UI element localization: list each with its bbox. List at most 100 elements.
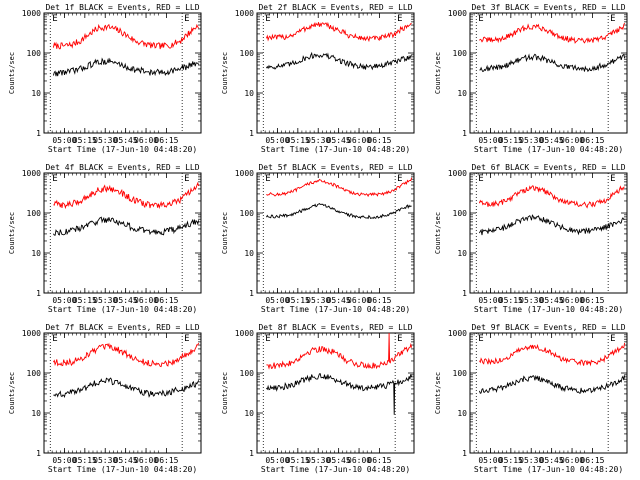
x-tick-label: 05:30	[93, 456, 117, 465]
x-axis-label: Start Time (17-Jun-10 04:48:20)	[474, 145, 623, 154]
plot-frame	[469, 332, 628, 454]
chart-title: Det 3f BLACK = Events, RED = LLD	[471, 3, 625, 12]
x-tick-label: 05:00	[265, 136, 289, 145]
e-marker-label: E	[52, 334, 57, 344]
x-tick-label: 05:15	[499, 136, 523, 145]
y-tick-label: 1	[36, 449, 41, 458]
e-marker-label: E	[265, 14, 270, 24]
x-tick-label: 05:15	[73, 456, 97, 465]
e-marker-label: E	[397, 334, 402, 344]
series-line-lld	[479, 342, 626, 367]
y-axis-label: Counts/sec	[8, 372, 16, 414]
x-tick-label: 06:15	[367, 296, 391, 305]
e-marker-label: E	[610, 14, 615, 24]
plot-frame	[43, 332, 202, 454]
x-tick-label: 05:45	[114, 296, 138, 305]
e-marker-label: E	[184, 174, 189, 184]
y-tick-label: 1000	[235, 169, 254, 178]
chart-title: Det 4f BLACK = Events, RED = LLD	[45, 163, 199, 172]
x-tick-label: 05:30	[519, 136, 543, 145]
series-line-events	[53, 216, 200, 236]
e-marker-label: E	[478, 334, 483, 344]
y-axis-label: Counts/sec	[221, 212, 229, 254]
x-tick-label: 06:00	[560, 296, 584, 305]
x-tick-label: 06:00	[560, 136, 584, 145]
x-tick-label: 05:00	[265, 296, 289, 305]
y-tick-label: 10	[457, 249, 467, 258]
e-marker-label: E	[478, 14, 483, 24]
x-tick-label: 05:15	[286, 296, 310, 305]
chart-panel-7: Det 7f BLACK = Events, RED = LLD 1 10 100 10…	[8, 323, 202, 474]
y-tick-label: 1	[462, 129, 467, 138]
y-tick-label: 100	[453, 369, 468, 378]
y-axis-label: Counts/sec	[221, 52, 229, 94]
x-tick-label: 05:00	[265, 456, 289, 465]
y-tick-label: 10	[244, 249, 254, 258]
x-tick-label: 05:15	[286, 136, 310, 145]
chart-title: Det 5f BLACK = Events, RED = LLD	[258, 163, 412, 172]
x-tick-label: 05:45	[540, 136, 564, 145]
y-tick-label: 10	[31, 249, 41, 258]
y-tick-label: 1000	[448, 9, 467, 18]
y-tick-label: 1000	[235, 9, 254, 18]
chart-title: Det 8f BLACK = Events, RED = LLD	[258, 323, 412, 332]
e-marker-label: E	[610, 174, 615, 184]
x-tick-label: 05:30	[306, 136, 330, 145]
x-tick-label: 05:30	[519, 456, 543, 465]
x-tick-label: 05:30	[306, 296, 330, 305]
chart-title: Det 9f BLACK = Events, RED = LLD	[471, 323, 625, 332]
e-marker-label: E	[52, 14, 57, 24]
chart-panel-5: Det 5f BLACK = Events, RED = LLD 1 10 100 10…	[221, 163, 415, 314]
series-line-lld	[265, 21, 412, 43]
y-tick-label: 1	[36, 289, 41, 298]
chart-title: Det 1f BLACK = Events, RED = LLD	[45, 3, 199, 12]
series-line-lld	[53, 181, 200, 210]
x-axis-label: Start Time (17-Jun-10 04:48:20)	[48, 465, 197, 474]
x-tick-label: 06:00	[134, 136, 158, 145]
chart-title: Det 6f BLACK = Events, RED = LLD	[471, 163, 625, 172]
plot-frame	[256, 332, 415, 454]
y-tick-label: 10	[244, 89, 254, 98]
y-tick-label: 100	[27, 209, 42, 218]
y-tick-label: 1000	[22, 169, 41, 178]
x-tick-label: 06:00	[347, 456, 371, 465]
plot-frame	[43, 172, 202, 294]
x-tick-label: 05:45	[114, 136, 138, 145]
x-axis-label: Start Time (17-Jun-10 04:48:20)	[261, 305, 410, 314]
x-tick-label: 05:30	[519, 296, 543, 305]
chart-title: Det 7f BLACK = Events, RED = LLD	[45, 323, 199, 332]
e-marker-label: E	[184, 334, 189, 344]
plot-frame	[256, 172, 415, 294]
y-tick-label: 100	[240, 209, 255, 218]
e-marker-label: E	[610, 334, 615, 344]
chart-panel-2: Det 2f BLACK = Events, RED = LLD 1 10 100 10…	[221, 3, 415, 154]
y-tick-label: 1000	[448, 169, 467, 178]
x-tick-label: 05:45	[540, 296, 564, 305]
x-tick-label: 06:00	[134, 456, 158, 465]
y-tick-label: 1000	[22, 329, 41, 338]
y-tick-label: 10	[457, 89, 467, 98]
y-tick-label: 100	[453, 49, 468, 58]
x-tick-label: 05:30	[93, 136, 117, 145]
e-marker-label: E	[265, 174, 270, 184]
series-line-events	[266, 373, 413, 415]
x-tick-label: 06:15	[367, 456, 391, 465]
x-tick-label: 05:45	[327, 136, 351, 145]
x-tick-label: 06:15	[580, 456, 604, 465]
chart-panel-4: Det 4f BLACK = Events, RED = LLD 1 10 100 10…	[8, 163, 202, 314]
series-line-lld	[479, 22, 626, 44]
y-tick-label: 100	[453, 209, 468, 218]
y-axis-label: Counts/sec	[434, 212, 442, 254]
y-tick-label: 1	[249, 449, 254, 458]
x-tick-label: 05:30	[306, 456, 330, 465]
x-tick-label: 05:00	[52, 456, 76, 465]
x-tick-label: 06:15	[580, 136, 604, 145]
e-marker-label: E	[397, 174, 402, 184]
x-tick-label: 05:30	[93, 296, 117, 305]
y-tick-label: 1	[462, 289, 467, 298]
x-tick-label: 05:15	[73, 296, 97, 305]
x-tick-label: 05:15	[73, 136, 97, 145]
series-line-events	[478, 374, 626, 394]
x-tick-label: 05:00	[52, 136, 76, 145]
x-tick-label: 06:15	[580, 296, 604, 305]
